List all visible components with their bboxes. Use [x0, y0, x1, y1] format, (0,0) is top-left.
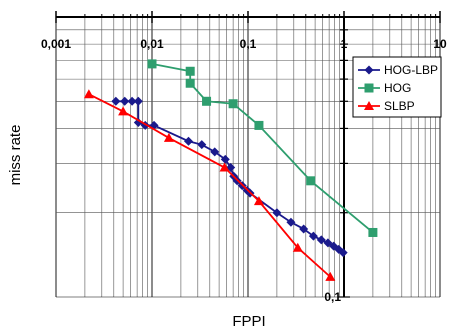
data-point	[368, 228, 377, 237]
data-point	[134, 97, 143, 106]
data-point	[84, 89, 94, 98]
legend-label: HOG-LBP	[384, 63, 438, 77]
y-tick-label: 0,1	[324, 290, 341, 304]
data-point	[197, 140, 206, 149]
legend-label: HOG	[384, 81, 411, 95]
data-series	[84, 59, 378, 280]
data-point	[186, 67, 195, 76]
data-point	[111, 97, 120, 106]
data-point	[184, 137, 193, 146]
data-point	[202, 97, 211, 106]
x-tick-label: 10	[433, 37, 447, 51]
data-point	[186, 79, 195, 88]
legend: HOG-LBP HOG SLBP	[353, 57, 441, 117]
x-axis-title: FPPI	[232, 313, 265, 330]
data-point	[254, 121, 263, 130]
x-tick-label: 0,01	[140, 37, 164, 51]
y-axis-title: miss rate	[7, 125, 24, 186]
x-tick-label: 0,001	[41, 37, 71, 51]
data-point	[118, 106, 128, 115]
x-tick-label: 0,1	[240, 37, 257, 51]
series-hog	[148, 59, 378, 237]
data-point	[229, 99, 238, 108]
data-point	[306, 176, 315, 185]
data-point	[365, 84, 374, 93]
legend-label: SLBP	[384, 99, 415, 113]
data-point	[148, 59, 157, 68]
